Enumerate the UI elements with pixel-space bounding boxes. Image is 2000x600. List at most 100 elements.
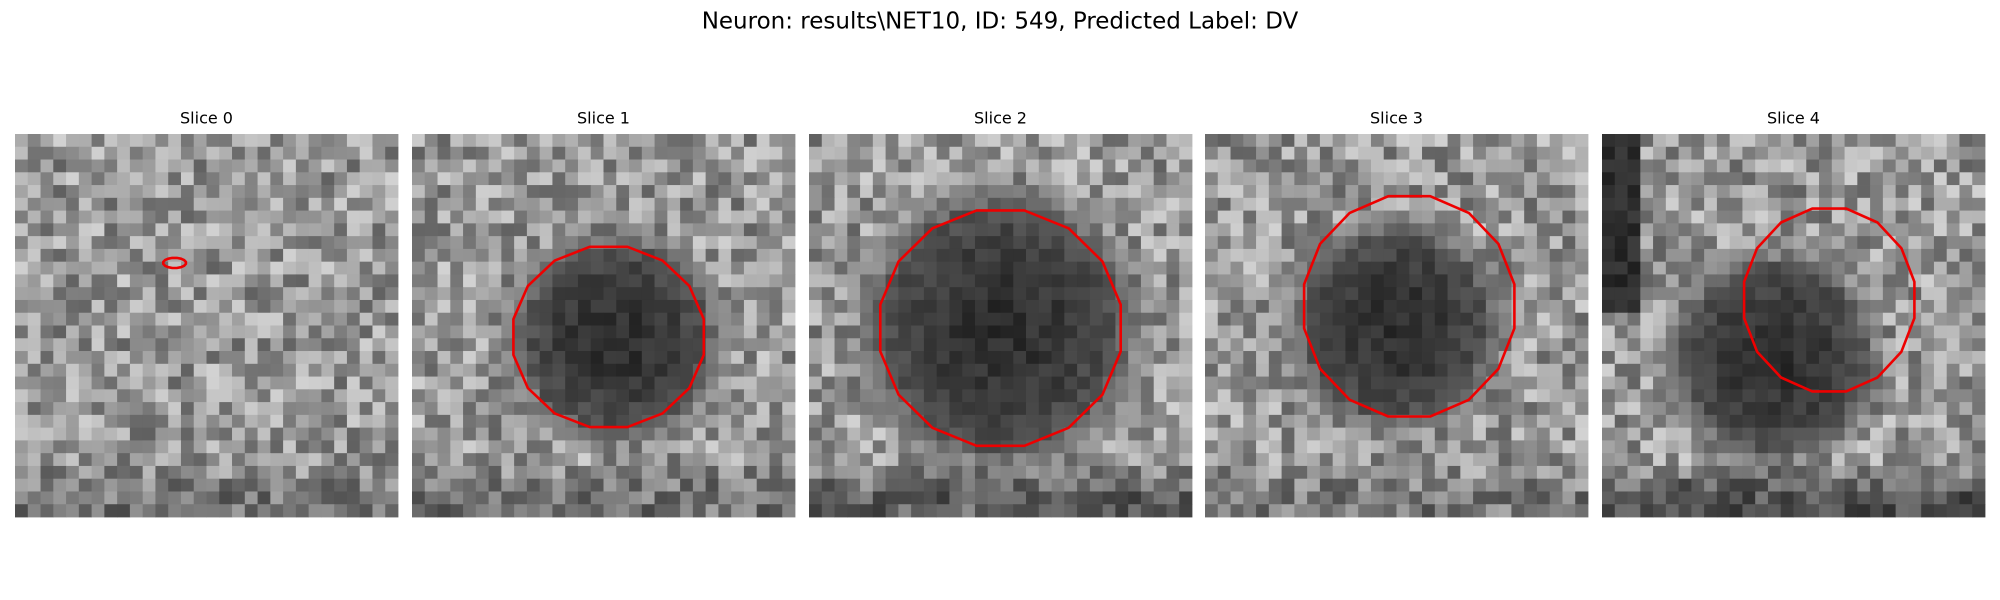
pixel [1243,504,1257,518]
pixel [1396,223,1410,237]
pixel [1536,274,1551,288]
pixel [1077,287,1091,301]
pixel [1704,223,1718,237]
pixel [1857,402,1871,416]
pixel [1857,223,1871,237]
pixel [949,402,963,416]
pixel [15,427,29,441]
pixel [1485,197,1500,211]
pixel [654,504,668,518]
pixel [27,325,41,339]
pixel [1562,453,1576,467]
pixel [782,376,796,390]
pixel [463,427,477,441]
pixel [743,236,758,250]
pixel [667,146,681,160]
pixel [412,299,426,314]
pixel [66,223,80,237]
pixel [1166,185,1180,199]
pixel [1653,134,1667,148]
pixel [616,402,630,416]
panel: Slice 2 [809,109,1193,518]
pixel [1473,325,1487,339]
pixel [501,287,515,301]
pixel [1026,389,1040,403]
pixel [962,146,976,160]
pixel [1473,287,1487,301]
pixel [1536,351,1551,365]
pixel [257,504,271,518]
pixel [334,325,348,339]
pixel [1166,159,1180,173]
pixel [1064,159,1078,173]
pixel [1128,363,1142,377]
pixel [475,210,489,224]
pixel [616,185,630,199]
pixel [321,223,335,237]
pixel [987,197,1001,211]
pixel [1102,351,1116,365]
pixel [1383,427,1397,441]
pixel [437,312,451,326]
pixel [372,185,386,199]
pixel [782,146,796,160]
pixel [872,197,886,211]
pixel [295,299,310,314]
pixel [1602,453,1616,467]
pixel [1422,376,1436,390]
pixel [641,504,655,518]
pixel [27,287,41,301]
pixel [962,376,976,390]
pixel [1485,504,1500,518]
pixel [809,312,823,326]
pixel [450,351,464,365]
pixel [1742,159,1756,173]
pixel [78,134,92,148]
pixel [1498,172,1512,186]
pixel [1575,453,1589,467]
pixel [168,440,182,454]
pixel [705,440,719,454]
pixel [488,146,502,160]
pixel [1485,389,1500,403]
pixel [53,146,67,160]
pixel [974,312,989,326]
pixel [1013,414,1027,429]
pixel [539,402,553,416]
pixel [1396,299,1410,314]
pixel [334,146,348,160]
pixel [1755,146,1769,160]
pixel [1268,210,1282,224]
pixel [206,427,220,441]
pixel [1767,402,1782,416]
pixel [1128,134,1142,148]
pixel [629,197,643,211]
pixel [346,159,361,173]
pixel [1882,478,1897,492]
pixel [1434,465,1448,480]
pixel [1562,223,1576,237]
pixel [1013,146,1027,160]
pixel [1205,134,1219,148]
pixel [1179,172,1193,186]
pixel [1089,134,1104,148]
pixel [1434,223,1448,237]
pixel [1102,325,1116,339]
pixel [680,299,694,314]
pixel [1602,465,1616,480]
pixel [1038,376,1052,390]
pixel [66,287,80,301]
pixel [385,440,399,454]
pixel [1422,504,1436,518]
pixel [654,478,668,492]
pixel [1959,287,1973,301]
pixel [577,491,592,505]
pixel [475,287,489,301]
pixel [1422,210,1436,224]
pixel [1383,491,1397,505]
pixel [1870,440,1884,454]
pixel [1485,351,1500,365]
pixel [1614,453,1628,467]
pixel [1294,363,1308,377]
pixel [1755,440,1769,454]
